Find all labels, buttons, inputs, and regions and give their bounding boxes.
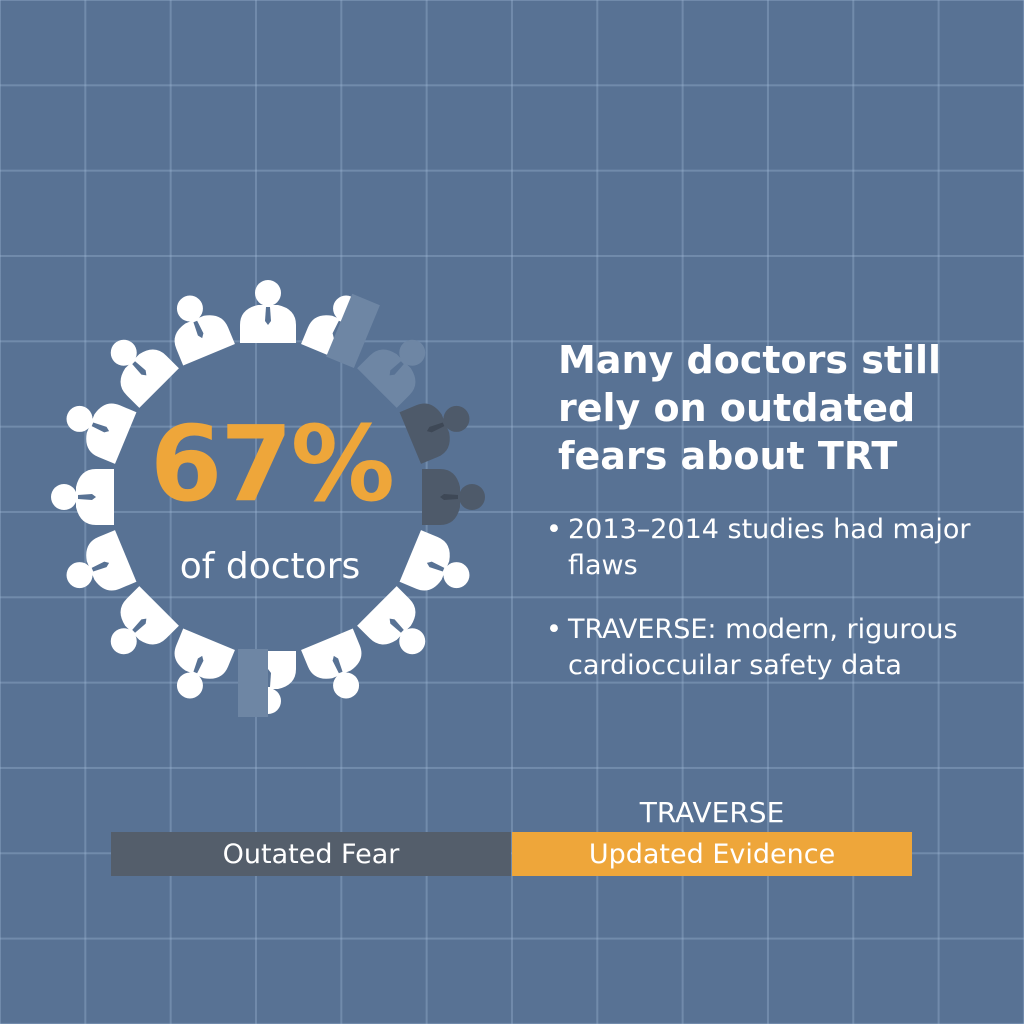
stat-label: of doctors	[179, 546, 361, 587]
doctor-icon	[399, 403, 470, 464]
doctor-icon	[399, 530, 470, 591]
outdated-fear-bar: Outated Fear	[111, 832, 511, 876]
stat-value: 67%	[150, 403, 395, 525]
doctor-icon	[174, 295, 235, 366]
bullet-item: • 2013–2014 studies had major flaws	[546, 512, 986, 584]
doctor-icon	[51, 469, 114, 525]
doctor-icon	[110, 339, 179, 408]
bullet-text: TRAVERSE: modern, rigurous cardioccuilar…	[568, 614, 958, 681]
doctor-icon	[66, 530, 137, 591]
doctor-icon	[301, 293, 380, 369]
traverse-label: TRAVERSE	[639, 796, 785, 829]
doctor-icon	[357, 586, 426, 655]
doctor-icon	[174, 628, 235, 699]
bullet-item: • TRAVERSE: modern, rigurous cardioccuila…	[546, 612, 986, 684]
doctor-icon	[240, 280, 296, 343]
bullet-text: 2013–2014 studies had major flaws	[568, 514, 971, 581]
outdated-fear-label: Outated Fear	[222, 838, 400, 870]
doctor-icon	[66, 403, 137, 464]
bullet-icon: •	[546, 614, 562, 645]
doctor-icon	[422, 469, 485, 525]
doctor-icon	[301, 628, 362, 699]
doctor-icon	[110, 586, 179, 655]
bullet-icon: •	[546, 514, 562, 545]
updated-evidence-label: Updated Evidence	[588, 838, 836, 870]
doctor-icon	[238, 649, 296, 717]
doctor-ring	[51, 280, 485, 717]
doctor-icon	[357, 339, 426, 408]
headline: Many doctors still rely on outdated fear…	[558, 338, 942, 478]
bullet-list: • 2013–2014 studies had major flaws • TRAV…	[546, 512, 986, 712]
updated-evidence-bar: Updated Evidence	[512, 832, 912, 876]
